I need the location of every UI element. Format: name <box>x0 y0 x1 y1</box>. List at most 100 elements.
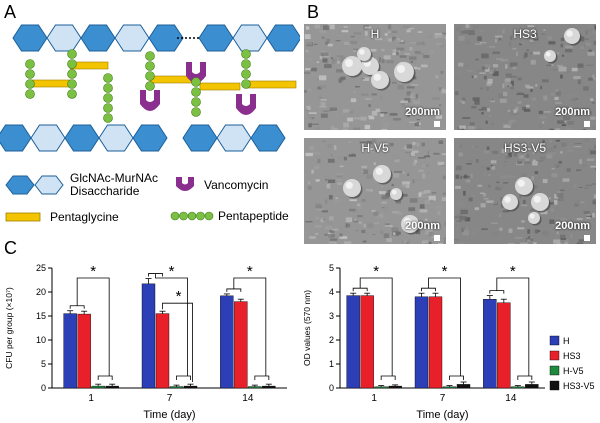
pentaglycine-bridge <box>29 79 71 88</box>
sugar-hexagon <box>0 124 32 152</box>
sugar-hexagon <box>64 124 100 152</box>
y-tick-label: 10 <box>36 335 46 345</box>
ellipsis-dot <box>185 37 187 39</box>
bar <box>169 386 184 389</box>
bacterium <box>373 165 391 183</box>
bacterium-highlight <box>403 217 411 225</box>
legend-pentaglycine: Pentaglycine <box>4 210 119 224</box>
sem-image-h: H 200nm <box>304 24 446 130</box>
bacterium-highlight <box>504 196 511 203</box>
pentapeptide-residue <box>67 49 77 59</box>
sugar-hexagon <box>250 124 286 152</box>
pentapeptide-residue <box>191 87 201 97</box>
panel-label-b: B <box>307 2 320 22</box>
vancomycin-icon <box>176 177 194 191</box>
bar <box>456 384 471 389</box>
pentapeptide-residue <box>191 107 201 117</box>
significance-star: * <box>90 263 96 280</box>
pentapeptide-residue <box>145 61 155 71</box>
legend-swatch <box>549 335 560 346</box>
scale-bar <box>584 121 590 127</box>
pentapeptide-residue <box>103 103 113 113</box>
significance-star: * <box>442 263 448 280</box>
sem-label-h: H <box>370 27 380 41</box>
cfu-bar-chart: 0 5 10 15 20 25 CFU per group (×10⁷) Time (day)… <box>4 263 287 421</box>
sem-image-grid: H 200nm HS3 200nm H-V5 200nm HS3-V5 200n… <box>304 24 598 246</box>
pentapeptide-residue <box>145 51 155 61</box>
legend-pentapeptide-label: Pentapeptide <box>218 208 289 223</box>
bacterium-highlight <box>517 179 525 187</box>
scale-bar-label: 200nm <box>405 220 440 232</box>
sugar-hexagon <box>30 124 66 152</box>
y-tick-label: 0 <box>329 383 334 393</box>
bacterium-highlight <box>345 59 353 67</box>
bacterium <box>515 177 533 195</box>
ellipsis-dot <box>193 37 195 39</box>
y-axis-label: CFU per group (×10⁷) <box>4 287 14 369</box>
significance-bracket <box>226 288 242 292</box>
sugar-hexagon <box>12 24 48 52</box>
y-tick-label: 2 <box>329 335 334 345</box>
significance-bracket <box>162 302 193 382</box>
sem-label-hs3: HS3 <box>513 27 537 41</box>
sem-label-h-v5: H-V5 <box>361 141 389 155</box>
bacterium-highlight <box>359 49 365 55</box>
significance-bracket <box>517 375 533 380</box>
pentapeptide-residue <box>67 79 77 89</box>
legend-pentapeptide: Pentapeptide <box>170 209 289 223</box>
significance-bracket <box>233 277 267 376</box>
significance-star: * <box>169 263 175 280</box>
significance-bracket <box>359 277 393 376</box>
vancomycin-molecule <box>236 94 256 115</box>
bacterium-highlight <box>375 167 383 175</box>
bacterium-highlight <box>545 51 551 57</box>
bacterium <box>342 56 362 76</box>
sugar-hexagon <box>80 24 116 52</box>
y-tick-label: 5 <box>41 359 46 369</box>
bacterium <box>502 194 518 210</box>
x-tick-label: 1 <box>371 393 377 404</box>
pentapeptide-residue <box>25 89 35 99</box>
bar <box>183 385 198 389</box>
significance-bracket <box>428 277 461 376</box>
pentapeptide-icon <box>170 211 214 221</box>
ellipsis-dot <box>189 37 191 39</box>
significance-bracket <box>489 290 505 294</box>
significance-star: * <box>247 263 253 280</box>
y-tick-label: 20 <box>36 287 46 297</box>
significance-star: * <box>373 263 379 280</box>
legend-disaccharide: GlcNAc-MurNAc Disaccharide <box>4 172 158 198</box>
y-axis-label: OD values (570 nm) <box>302 290 312 366</box>
pentapeptide-residue <box>67 69 77 79</box>
x-tick-label: 14 <box>242 393 254 404</box>
schematic-legend: GlcNAc-MurNAc Disaccharide Vancomycin Pe… <box>4 168 299 228</box>
x-tick-label: 14 <box>505 393 517 404</box>
bacterium <box>544 50 556 62</box>
bacterium <box>390 188 402 200</box>
bar <box>248 386 262 389</box>
significance-bracket <box>148 273 163 277</box>
scale-bar <box>434 235 440 241</box>
bar <box>234 301 248 389</box>
bacterium <box>394 62 414 82</box>
sugar-hexagon <box>98 124 134 152</box>
significance-bracket <box>176 375 191 380</box>
y-tick-label: 15 <box>36 311 46 321</box>
x-axis-label: Time (day) <box>416 409 468 421</box>
pentapeptide-residue <box>25 79 35 89</box>
significance-star: * <box>510 263 516 280</box>
legend-label: HS3 <box>563 351 581 361</box>
bacterium-highlight <box>391 189 397 195</box>
pentapeptide-residue <box>103 113 113 123</box>
bacterium-highlight <box>397 65 405 73</box>
bacterium-highlight <box>566 30 573 37</box>
bacterium <box>343 179 361 197</box>
pentapeptide-residue <box>241 49 251 59</box>
sem-image-h-v5: H-V5 200nm <box>304 138 446 244</box>
x-axis-label: Time (day) <box>143 409 195 421</box>
bacterium <box>357 47 371 61</box>
bar <box>483 299 497 389</box>
bacterium-highlight <box>533 195 541 203</box>
ellipsis-dot <box>197 37 199 39</box>
vancomycin-molecule <box>140 90 160 111</box>
